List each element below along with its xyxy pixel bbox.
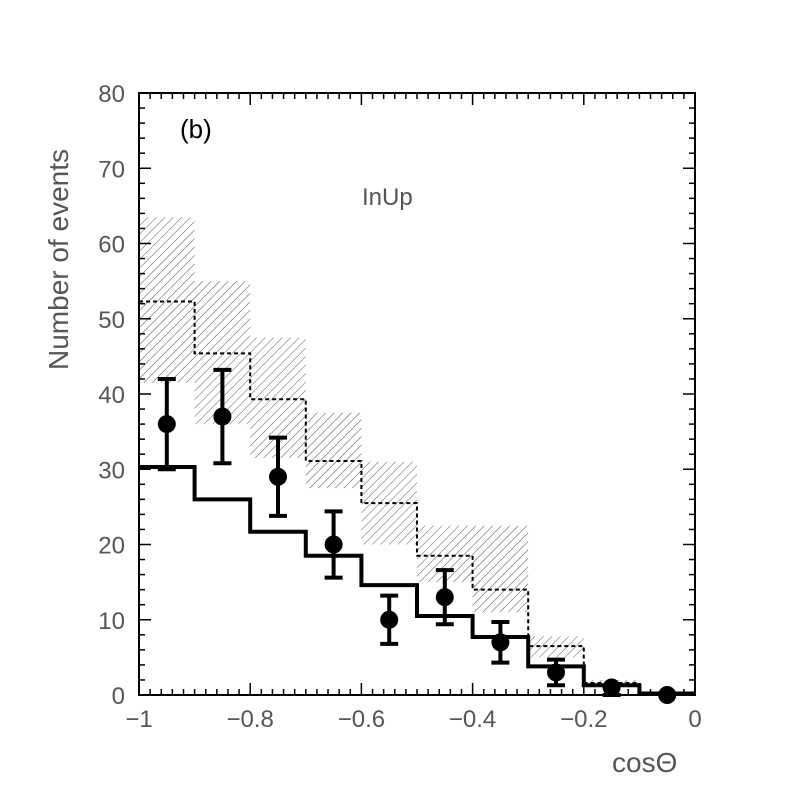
data-point [324,535,343,554]
band-bin [305,412,362,489]
x-tick-label: 0 [688,706,701,733]
x-tick-label: −0.2 [560,706,607,733]
data-point [602,678,621,697]
data-point [213,407,232,426]
y-tick-label: 80 [98,81,125,108]
band-bin [139,217,195,383]
x-axis-title: cosΘ [612,747,677,778]
data-point [547,663,565,682]
annotation-label: InUp [362,184,413,211]
y-tick-label: 0 [112,683,125,710]
y-tick-label: 70 [98,156,125,183]
x-tick-label: −0.4 [449,706,496,733]
y-axis-title: Number of events [43,149,74,370]
data-point [380,610,399,629]
band-bin [472,525,529,613]
data-point [157,415,176,434]
solid-step-line [139,464,695,695]
panel-label: (b) [180,114,212,144]
y-tick-label: 40 [98,382,125,409]
data-point [435,588,454,607]
data-point [269,467,287,486]
data-point [491,633,510,652]
y-tick-label: 60 [98,232,125,259]
y-tick-label: 30 [98,457,125,484]
y-tick-label: 50 [98,307,125,334]
x-tick-label: −0.6 [338,706,385,733]
x-tick-label: −1 [125,706,152,733]
y-tick-label: 10 [98,608,125,635]
y-tick-label: 20 [98,533,125,560]
band-bin [528,636,584,658]
x-tick-label: −0.8 [227,706,274,733]
